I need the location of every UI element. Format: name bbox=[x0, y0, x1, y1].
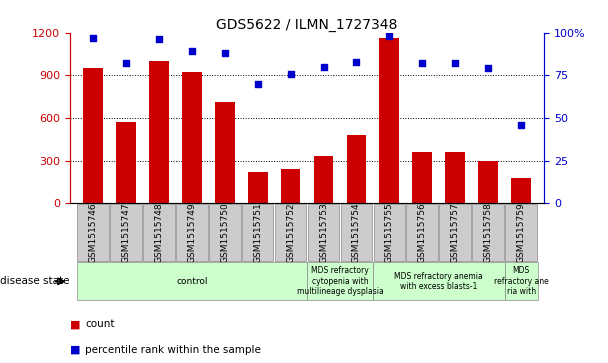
FancyBboxPatch shape bbox=[176, 204, 207, 261]
Text: GSM1515756: GSM1515756 bbox=[418, 202, 427, 263]
Text: GSM1515759: GSM1515759 bbox=[517, 202, 525, 263]
Bar bbox=[445, 152, 465, 203]
Title: GDS5622 / ILMN_1727348: GDS5622 / ILMN_1727348 bbox=[216, 18, 398, 32]
Bar bbox=[347, 135, 366, 203]
FancyBboxPatch shape bbox=[440, 204, 471, 261]
FancyBboxPatch shape bbox=[307, 262, 373, 301]
Text: GSM1515758: GSM1515758 bbox=[484, 202, 492, 263]
FancyBboxPatch shape bbox=[407, 204, 438, 261]
Text: GSM1515749: GSM1515749 bbox=[187, 202, 196, 263]
Bar bbox=[412, 152, 432, 203]
Point bbox=[451, 61, 460, 66]
Text: control: control bbox=[176, 277, 207, 286]
Point bbox=[220, 50, 230, 56]
FancyBboxPatch shape bbox=[242, 204, 274, 261]
Point bbox=[121, 61, 131, 66]
Point bbox=[483, 66, 493, 72]
Point bbox=[418, 61, 427, 66]
Text: MDS
refractory ane
ria with: MDS refractory ane ria with bbox=[494, 266, 548, 296]
Bar bbox=[281, 169, 300, 203]
FancyBboxPatch shape bbox=[77, 204, 109, 261]
Bar bbox=[248, 172, 268, 203]
Bar bbox=[314, 156, 333, 203]
Text: GSM1515748: GSM1515748 bbox=[154, 202, 164, 263]
Text: disease state: disease state bbox=[0, 276, 69, 286]
Text: MDS refractory
cytopenia with
multilineage dysplasia: MDS refractory cytopenia with multilinea… bbox=[297, 266, 384, 296]
FancyBboxPatch shape bbox=[505, 204, 537, 261]
Text: GSM1515751: GSM1515751 bbox=[253, 202, 262, 263]
Text: GSM1515754: GSM1515754 bbox=[352, 202, 361, 263]
Point bbox=[351, 59, 361, 65]
Text: GSM1515746: GSM1515746 bbox=[89, 202, 97, 263]
Text: ■: ■ bbox=[70, 345, 80, 355]
Text: percentile rank within the sample: percentile rank within the sample bbox=[85, 345, 261, 355]
Bar bbox=[511, 178, 531, 203]
Bar bbox=[149, 61, 168, 203]
FancyBboxPatch shape bbox=[373, 262, 505, 301]
FancyBboxPatch shape bbox=[373, 204, 405, 261]
FancyBboxPatch shape bbox=[340, 204, 372, 261]
Point bbox=[154, 37, 164, 42]
FancyBboxPatch shape bbox=[275, 204, 306, 261]
Point bbox=[319, 64, 328, 70]
FancyBboxPatch shape bbox=[209, 204, 241, 261]
Bar bbox=[116, 122, 136, 203]
Bar bbox=[182, 73, 202, 203]
Point bbox=[253, 81, 263, 87]
Text: GSM1515752: GSM1515752 bbox=[286, 202, 295, 263]
Bar bbox=[215, 102, 235, 203]
Text: GSM1515753: GSM1515753 bbox=[319, 202, 328, 263]
Point bbox=[384, 33, 394, 39]
Text: GSM1515747: GSM1515747 bbox=[122, 202, 130, 263]
Text: count: count bbox=[85, 319, 115, 330]
Text: MDS refractory anemia
with excess blasts-1: MDS refractory anemia with excess blasts… bbox=[395, 272, 483, 291]
Text: GSM1515757: GSM1515757 bbox=[451, 202, 460, 263]
FancyBboxPatch shape bbox=[472, 204, 504, 261]
Text: ■: ■ bbox=[70, 319, 80, 330]
FancyBboxPatch shape bbox=[308, 204, 339, 261]
Text: GSM1515755: GSM1515755 bbox=[385, 202, 394, 263]
Point bbox=[187, 49, 196, 54]
Point bbox=[88, 35, 98, 41]
Bar bbox=[478, 160, 498, 203]
FancyBboxPatch shape bbox=[110, 204, 142, 261]
FancyBboxPatch shape bbox=[505, 262, 537, 301]
Bar bbox=[83, 68, 103, 203]
FancyBboxPatch shape bbox=[77, 262, 307, 301]
Text: GSM1515750: GSM1515750 bbox=[220, 202, 229, 263]
FancyBboxPatch shape bbox=[143, 204, 174, 261]
Point bbox=[516, 122, 526, 128]
Point bbox=[286, 71, 295, 77]
Bar bbox=[379, 38, 399, 203]
